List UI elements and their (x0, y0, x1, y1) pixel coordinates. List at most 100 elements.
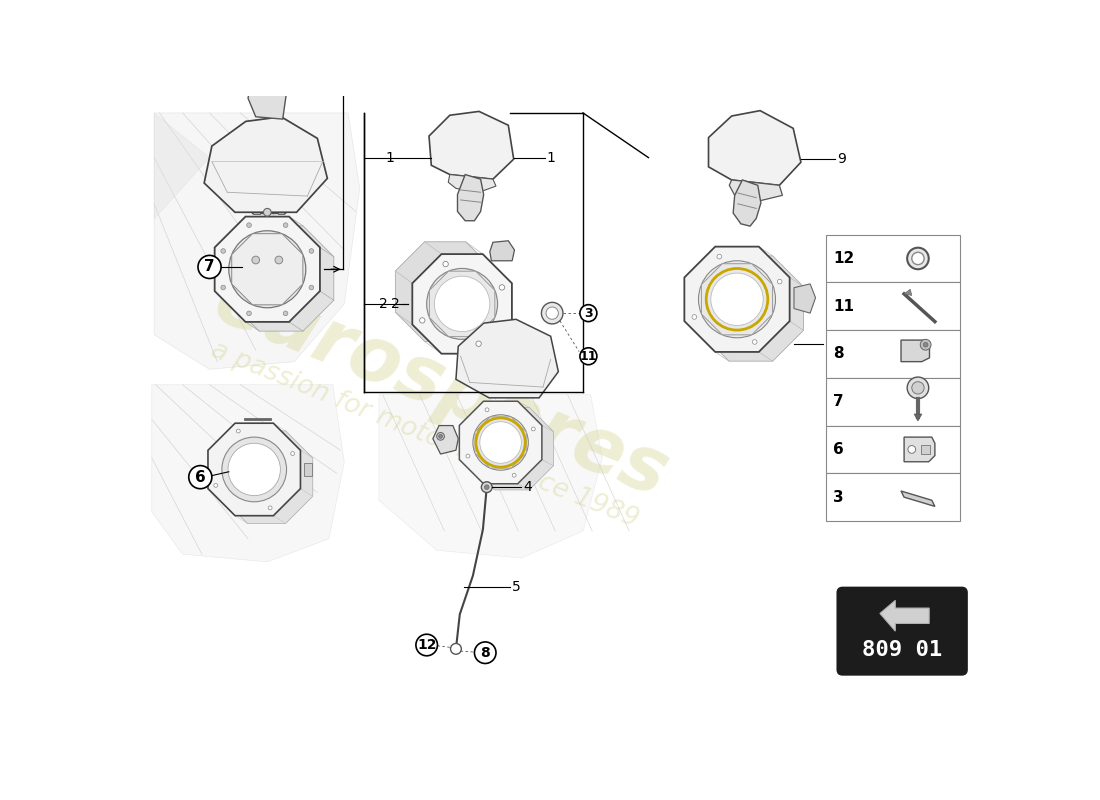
Polygon shape (914, 414, 922, 421)
Circle shape (434, 276, 490, 332)
Text: 2: 2 (390, 297, 399, 311)
Polygon shape (880, 600, 929, 631)
Circle shape (416, 634, 438, 656)
Circle shape (439, 434, 442, 438)
Polygon shape (490, 241, 515, 261)
Bar (278, 205, 284, 214)
Circle shape (275, 256, 283, 264)
Text: 3: 3 (584, 306, 593, 320)
Circle shape (290, 452, 295, 455)
Polygon shape (154, 113, 209, 219)
Circle shape (531, 427, 536, 431)
Circle shape (419, 318, 425, 323)
Polygon shape (433, 426, 459, 454)
Circle shape (580, 348, 597, 365)
Circle shape (912, 252, 924, 265)
Circle shape (246, 311, 251, 316)
Circle shape (213, 483, 218, 487)
Polygon shape (698, 256, 803, 361)
Circle shape (228, 443, 280, 496)
Text: 7: 7 (205, 259, 214, 274)
Circle shape (451, 643, 461, 654)
Circle shape (476, 341, 482, 346)
Polygon shape (708, 110, 801, 186)
Bar (305, 463, 312, 476)
Circle shape (711, 273, 763, 326)
Polygon shape (458, 174, 484, 221)
Polygon shape (154, 113, 360, 370)
Polygon shape (455, 319, 559, 398)
Circle shape (482, 482, 492, 493)
Circle shape (427, 269, 497, 339)
Circle shape (284, 223, 288, 227)
Text: 5: 5 (513, 580, 521, 594)
Bar (825, 282, 960, 330)
Circle shape (717, 254, 722, 259)
Text: 809 01: 809 01 (862, 640, 943, 661)
Text: 1: 1 (547, 150, 556, 165)
Circle shape (484, 485, 490, 490)
Circle shape (698, 261, 776, 338)
Polygon shape (460, 402, 542, 484)
Polygon shape (229, 226, 333, 331)
Circle shape (309, 249, 313, 254)
Polygon shape (733, 180, 761, 226)
Text: 11: 11 (580, 350, 597, 362)
Polygon shape (249, 75, 286, 119)
Text: 3: 3 (834, 490, 844, 505)
Circle shape (229, 230, 306, 308)
Circle shape (236, 429, 240, 433)
Circle shape (264, 209, 272, 216)
Circle shape (480, 422, 521, 463)
Text: 1: 1 (385, 150, 394, 165)
Bar (825, 234, 960, 282)
Bar (921, 445, 931, 454)
Circle shape (236, 238, 298, 300)
Polygon shape (378, 394, 603, 558)
Circle shape (437, 433, 444, 440)
Bar (253, 205, 260, 214)
Circle shape (189, 466, 212, 489)
Circle shape (246, 223, 251, 227)
Polygon shape (449, 174, 496, 192)
Polygon shape (904, 437, 935, 462)
Circle shape (778, 279, 782, 284)
Circle shape (912, 382, 924, 394)
Circle shape (513, 474, 516, 477)
Text: eurospares: eurospares (202, 264, 679, 514)
Circle shape (541, 302, 563, 324)
FancyBboxPatch shape (838, 588, 967, 674)
Text: 10: 10 (825, 337, 844, 351)
Text: 11: 11 (834, 298, 855, 314)
Circle shape (474, 642, 496, 663)
Circle shape (923, 342, 928, 347)
Circle shape (908, 446, 915, 454)
Polygon shape (429, 271, 495, 337)
Circle shape (252, 256, 260, 264)
Text: 6: 6 (834, 442, 844, 457)
Circle shape (309, 286, 313, 290)
Circle shape (221, 286, 226, 290)
Bar (825, 426, 960, 474)
Circle shape (466, 454, 470, 458)
Text: 12: 12 (417, 638, 437, 652)
Circle shape (485, 408, 490, 412)
Text: 6: 6 (195, 470, 206, 485)
Circle shape (284, 311, 288, 316)
Polygon shape (729, 180, 782, 201)
Text: 8: 8 (481, 646, 491, 660)
Text: a passion for motoring, since 1989: a passion for motoring, since 1989 (208, 337, 642, 533)
Polygon shape (702, 264, 772, 335)
Text: 4: 4 (524, 480, 532, 494)
Polygon shape (205, 117, 328, 212)
Circle shape (921, 339, 931, 350)
Polygon shape (684, 246, 790, 352)
Circle shape (752, 340, 757, 344)
Text: 2: 2 (378, 297, 387, 311)
Polygon shape (395, 242, 495, 342)
Circle shape (546, 307, 559, 319)
Polygon shape (901, 340, 930, 362)
Polygon shape (475, 417, 526, 468)
Circle shape (499, 285, 505, 290)
Polygon shape (152, 385, 344, 562)
